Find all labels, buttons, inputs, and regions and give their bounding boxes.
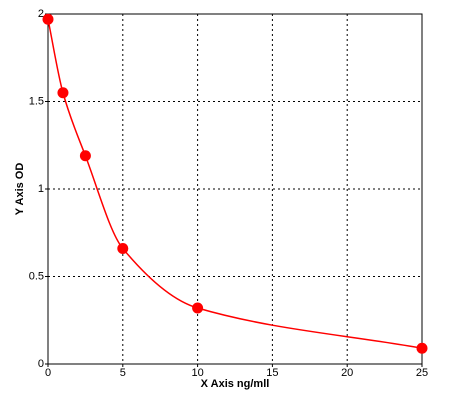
x-tick-label: 15 [266,367,278,379]
x-tick-label: 10 [191,367,203,379]
y-tick-label: 0.5 [29,270,44,282]
data-point [117,243,129,254]
data-point [416,342,428,354]
y-tick-label: 0 [38,358,44,370]
y-tick-label: 1 [38,183,44,195]
data-point [192,302,204,314]
x-axis-label: X Axis ng/mll [201,378,270,390]
y-tick-label: 1.5 [29,95,44,107]
x-tick-label: 5 [120,367,126,379]
x-tick-label: 20 [341,367,353,379]
data-point [79,150,91,162]
y-axis-label: Y Axis OD [14,163,26,216]
data-point [57,87,69,99]
data-point [42,13,54,25]
y-tick-label: 2 [38,8,44,20]
x-tick-label: 25 [416,367,428,379]
x-tick-label: 0 [45,367,51,379]
